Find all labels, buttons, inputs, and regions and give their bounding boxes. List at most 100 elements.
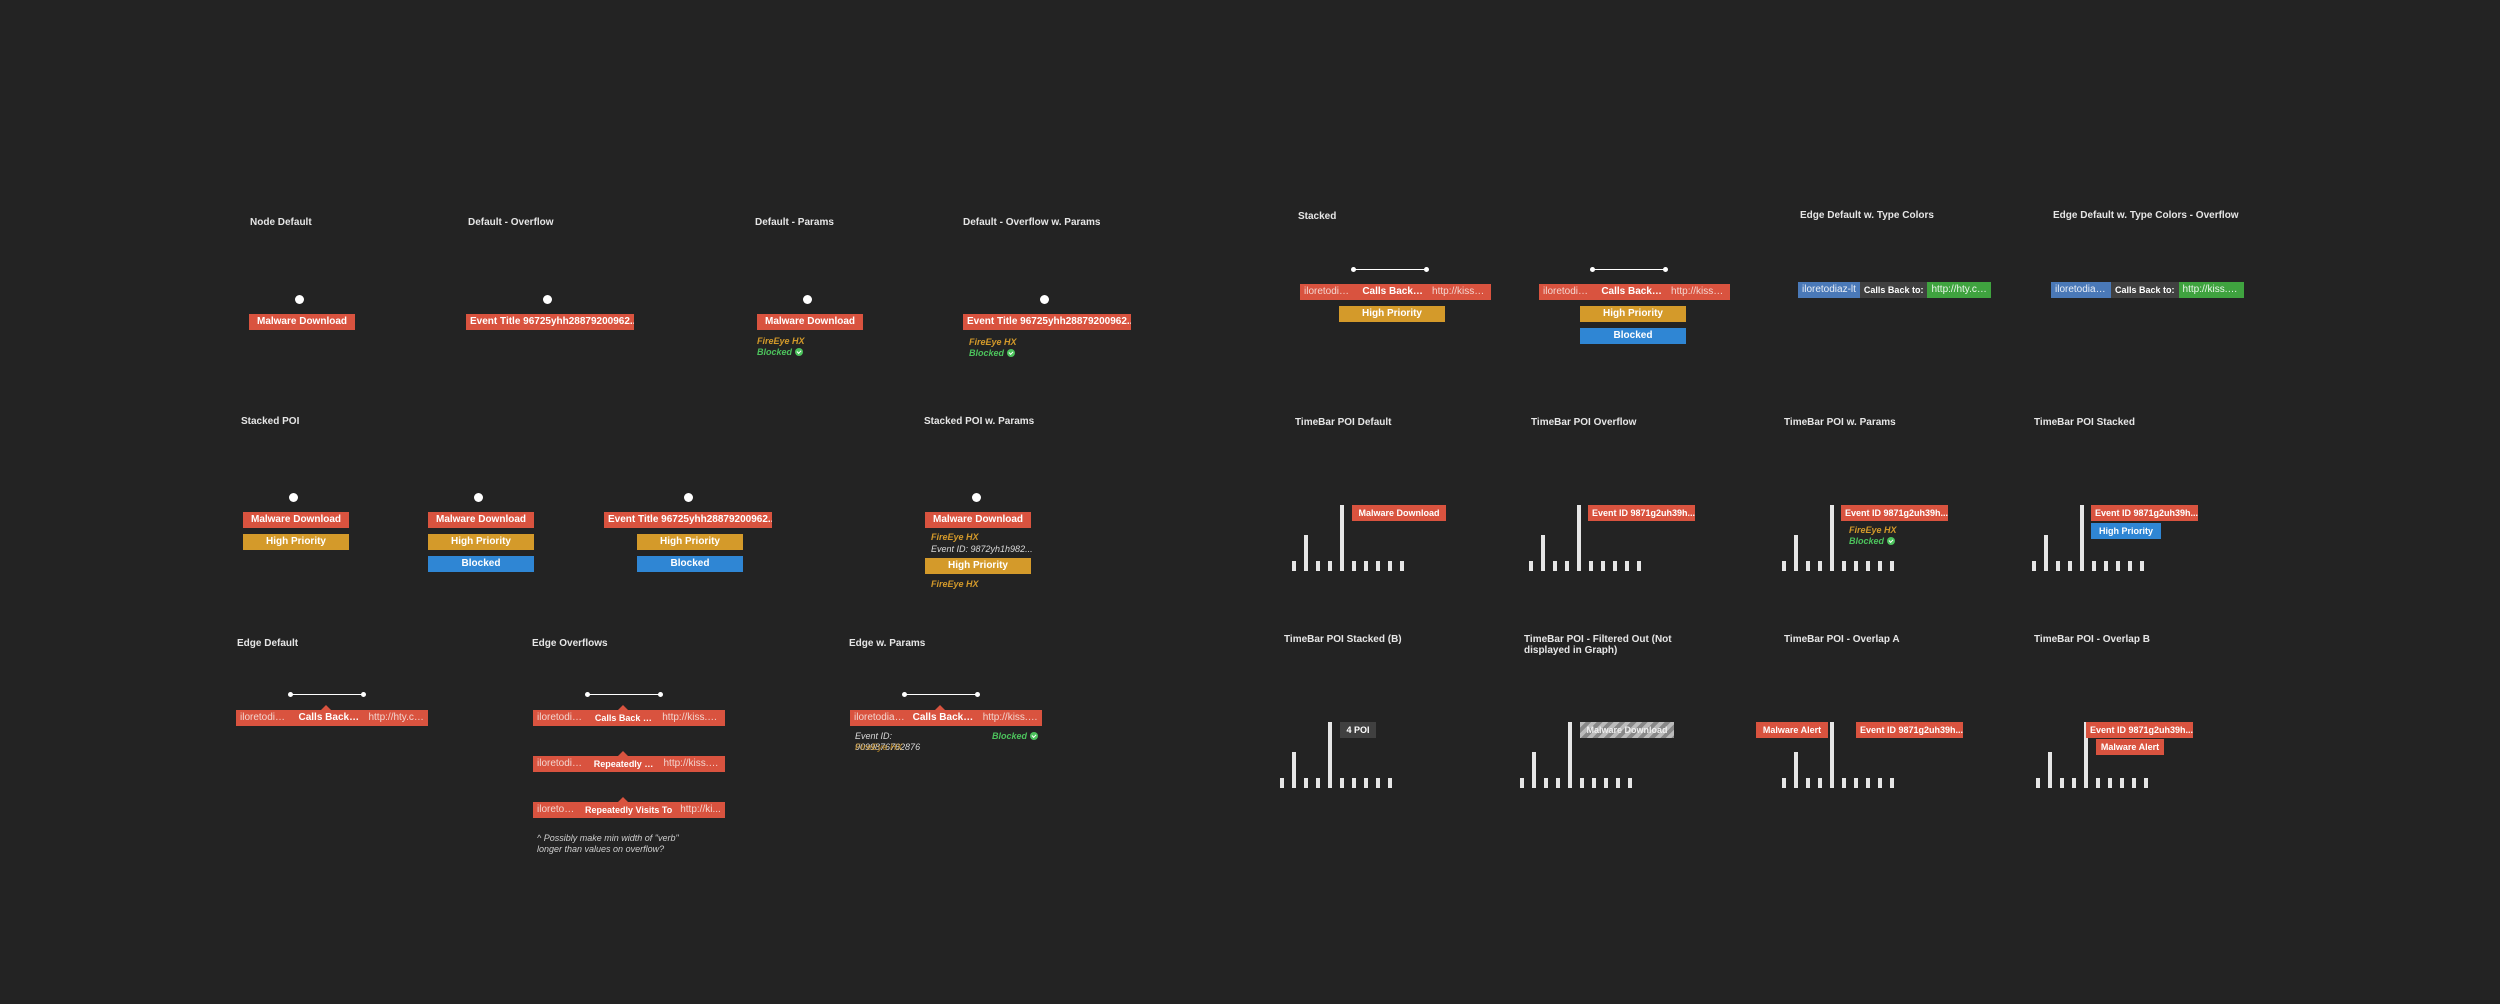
timebar-bin[interactable] (1541, 535, 1545, 571)
timebar-bin[interactable] (1400, 561, 1404, 571)
timebar-bin[interactable] (1830, 505, 1834, 571)
timebar-bin[interactable] (1577, 505, 1581, 571)
node-dot[interactable] (289, 493, 298, 502)
node-dot[interactable] (295, 295, 304, 304)
timebar-bin[interactable] (2096, 778, 2100, 788)
edge-endpoint[interactable] (975, 692, 980, 697)
timebar-bin[interactable] (1580, 778, 1584, 788)
stacked-label-priority[interactable]: High Priority (1580, 306, 1686, 322)
timebar-bin[interactable] (2092, 561, 2096, 571)
timebar[interactable] (1292, 505, 1404, 571)
poi-label-overflow[interactable]: Event ID 9871g2uh39h... (1841, 505, 1948, 521)
timebar-bin[interactable] (1830, 722, 1834, 788)
edge-label-overflow[interactable]: iloretodiaz... Calls Back to: http://kis… (533, 710, 725, 726)
edge-label-colored[interactable]: iloretodiaz... Calls Back to: http://kis… (2051, 282, 2244, 298)
timebar-bin[interactable] (1340, 505, 1344, 571)
timebar-bin[interactable] (2048, 752, 2052, 788)
timebar-bin[interactable] (2068, 561, 2072, 571)
edge-endpoint[interactable] (1663, 267, 1668, 272)
timebar-bin[interactable] (1388, 561, 1392, 571)
edge-endpoint[interactable] (1424, 267, 1429, 272)
edge-line[interactable] (290, 694, 364, 695)
timebar-bin[interactable] (1613, 561, 1617, 571)
timebar-bin[interactable] (2032, 561, 2036, 571)
poi-label[interactable]: Malware Download (1352, 505, 1446, 521)
poi-label-overflow[interactable]: Event ID 9871g2uh39h... (1588, 505, 1695, 521)
timebar-bin[interactable] (1806, 561, 1810, 571)
timebar-bin[interactable] (1625, 561, 1629, 571)
timebar-bin[interactable] (1388, 778, 1392, 788)
stacked-label-priority[interactable]: High Priority (2091, 523, 2161, 539)
stacked-label-priority[interactable]: High Priority (925, 558, 1031, 574)
timebar-bin[interactable] (1637, 561, 1641, 571)
timebar-bin[interactable] (1854, 778, 1858, 788)
timebar-bin[interactable] (1592, 778, 1596, 788)
edge-label[interactable]: iloretodiaz-lt Calls Back to: http://hty… (236, 710, 428, 726)
edge-label-overflow[interactable]: iloretodiaz... Repeatedly V... http://ki… (533, 756, 725, 772)
poi-label-overflow[interactable]: Event ID 9871g2uh39h... (2086, 722, 2193, 738)
timebar-bin[interactable] (2072, 778, 2076, 788)
timebar-bin[interactable] (1565, 561, 1569, 571)
timebar[interactable] (2036, 722, 2148, 788)
node-dot[interactable] (543, 295, 552, 304)
timebar-bin[interactable] (1529, 561, 1533, 571)
edge-line[interactable] (904, 694, 978, 695)
timebar-bin[interactable] (1292, 561, 1296, 571)
edge-line[interactable] (1592, 269, 1666, 270)
poi-label[interactable]: Malware Alert (2096, 739, 2164, 755)
node-dot[interactable] (803, 295, 812, 304)
edge-line[interactable] (587, 694, 661, 695)
timebar-bin[interactable] (1818, 561, 1822, 571)
edge-label[interactable]: iloretodiaz-lt Calls Back to: http://kis… (1539, 284, 1730, 300)
stacked-label-blocked[interactable]: Blocked (1580, 328, 1686, 344)
timebar[interactable] (1529, 505, 1641, 571)
node-label[interactable]: Malware Download (757, 314, 863, 330)
timebar-bin[interactable] (1601, 561, 1605, 571)
timebar-bin[interactable] (1520, 778, 1524, 788)
timebar-bin[interactable] (2108, 778, 2112, 788)
timebar-bin[interactable] (1589, 561, 1593, 571)
timebar-bin[interactable] (1616, 778, 1620, 788)
timebar-bin[interactable] (1794, 535, 1798, 571)
timebar-bin[interactable] (2132, 778, 2136, 788)
node-label[interactable]: Malware Download (249, 314, 355, 330)
timebar-bin[interactable] (1806, 778, 1810, 788)
timebar-bin[interactable] (1890, 778, 1894, 788)
timebar-bin[interactable] (2144, 778, 2148, 788)
stacked-label-blocked[interactable]: Blocked (637, 556, 743, 572)
edge-label-colored[interactable]: iloretodiaz-lt Calls Back to: http://hty… (1798, 282, 1991, 298)
node-label[interactable]: Malware Download (925, 512, 1031, 528)
timebar-bin[interactable] (1866, 778, 1870, 788)
timebar-bin[interactable] (1854, 561, 1858, 571)
edge-line[interactable] (1353, 269, 1427, 270)
timebar-bin[interactable] (1340, 778, 1344, 788)
timebar-bin[interactable] (1304, 535, 1308, 571)
stacked-label-priority[interactable]: High Priority (637, 534, 743, 550)
timebar-bin[interactable] (1292, 752, 1296, 788)
node-label[interactable]: Malware Download (243, 512, 349, 528)
edge-endpoint[interactable] (361, 692, 366, 697)
timebar-bin[interactable] (2044, 535, 2048, 571)
timebar-bin[interactable] (2060, 778, 2064, 788)
timebar-bin[interactable] (1568, 722, 1572, 788)
timebar-bin[interactable] (1818, 778, 1822, 788)
timebar-bin[interactable] (1782, 778, 1786, 788)
timebar[interactable] (1782, 505, 1894, 571)
timebar-bin[interactable] (2104, 561, 2108, 571)
stacked-label-priority[interactable]: High Priority (1339, 306, 1445, 322)
timebar-bin[interactable] (1842, 561, 1846, 571)
timebar[interactable] (1520, 722, 1632, 788)
node-dot[interactable] (684, 493, 693, 502)
node-dot[interactable] (474, 493, 483, 502)
timebar-bin[interactable] (1628, 778, 1632, 788)
node-label[interactable]: Malware Download (428, 512, 534, 528)
poi-label-overflow[interactable]: Event ID 9871g2uh39h... (2091, 505, 2198, 521)
stacked-label-blocked[interactable]: Blocked (428, 556, 534, 572)
timebar-bin[interactable] (1866, 561, 1870, 571)
timebar-bin[interactable] (1794, 752, 1798, 788)
timebar-bin[interactable] (2116, 561, 2120, 571)
timebar-bin[interactable] (1782, 561, 1786, 571)
timebar[interactable] (1280, 722, 1392, 788)
poi-count-badge[interactable]: 4 POI (1340, 722, 1376, 738)
poi-label-filtered[interactable]: Malware Download (1580, 722, 1674, 738)
